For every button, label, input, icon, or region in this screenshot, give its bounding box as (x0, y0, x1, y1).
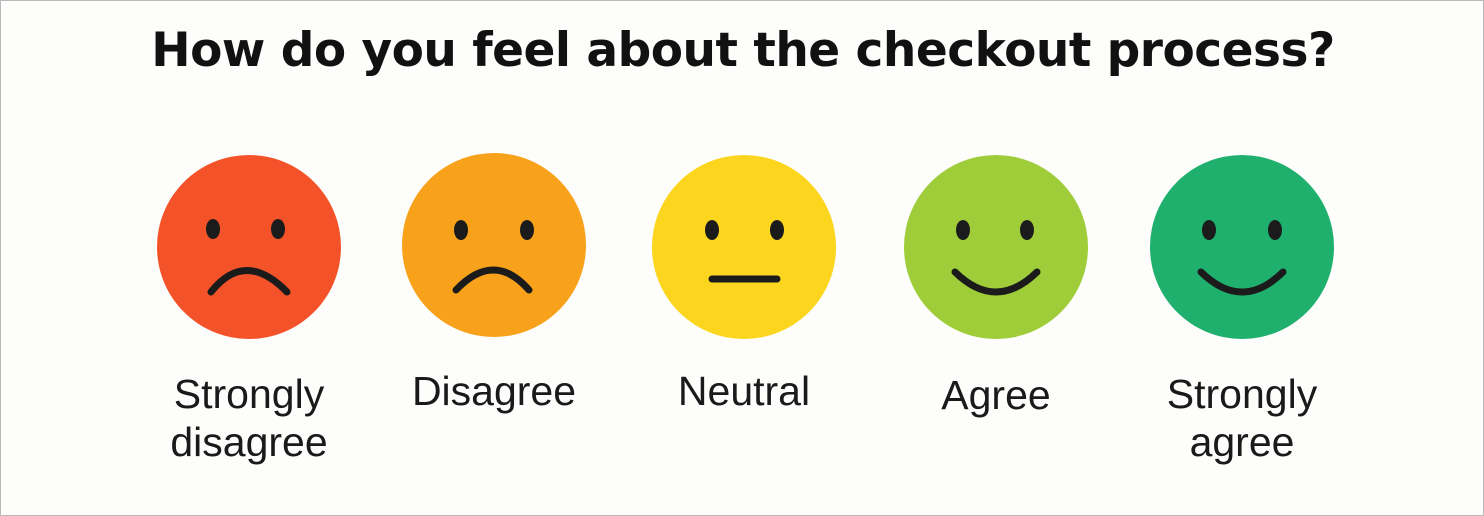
very-sad-face-icon (156, 154, 342, 340)
rating-label: Strongly agree (1166, 371, 1318, 465)
survey-question: How do you feel about the checkout proce… (151, 23, 1335, 78)
rating-label: Agree (941, 372, 1051, 418)
rating-label: Strongly disagree (170, 371, 328, 465)
rating-label: Disagree (411, 368, 577, 414)
happy-face-icon (903, 154, 1089, 340)
sad-face-icon (401, 152, 587, 338)
rating-label: Neutral (677, 368, 811, 414)
neutral-face-icon (651, 154, 837, 340)
very-happy-face-icon (1149, 154, 1335, 340)
